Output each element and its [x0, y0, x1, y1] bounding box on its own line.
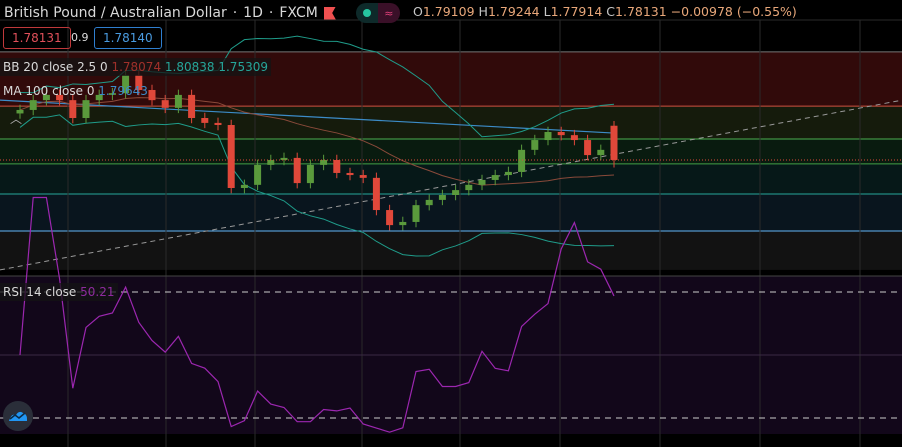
spread: 0.9 [71, 31, 89, 44]
candle-down [293, 157, 301, 184]
candle-down [346, 172, 354, 176]
fib-zone [0, 231, 902, 270]
bb-legend[interactable]: BB 20 close 2.5 0 1.78074 1.80838 1.7530… [0, 58, 271, 76]
candle-up [254, 164, 262, 185]
candle-down [386, 210, 394, 226]
candle-down [610, 125, 618, 160]
candle-up [518, 149, 526, 172]
fib-zone [0, 163, 902, 194]
bb-upper: 1.80838 [164, 60, 215, 74]
candle-up [280, 157, 288, 160]
collapse-chevron-icon[interactable]: ︿ [10, 112, 23, 126]
bb-label: BB 20 close 2.5 0 [3, 60, 108, 74]
candle-up [174, 94, 182, 108]
buy-button[interactable]: 1.78140 [94, 27, 162, 49]
wave-icon: ≈ [377, 3, 400, 23]
candle-up [42, 94, 50, 101]
candle-up [478, 179, 486, 185]
candle-up [95, 94, 103, 101]
ma-legend[interactable]: MA 100 close 0 1.79643 [0, 82, 151, 100]
candle-up [267, 160, 275, 165]
fib-zone [0, 193, 902, 232]
candle-up [504, 171, 512, 176]
candle-up [412, 205, 420, 222]
candle-down [135, 74, 143, 90]
rsi-line [19, 196, 615, 433]
change-value: −0.00978 (−0.55%) [670, 4, 797, 19]
tradingview-logo-icon[interactable] [3, 401, 33, 431]
symbol-name[interactable]: British Pound / Australian Dollar [4, 5, 227, 21]
low-value: 1.77914 [550, 4, 603, 19]
separator: · [268, 5, 274, 21]
candle-down [359, 175, 367, 178]
candle-down [161, 100, 169, 108]
candle-down [69, 100, 77, 118]
candle-up [122, 74, 130, 94]
high-label: H [478, 4, 488, 19]
candle-up [531, 140, 539, 150]
candle-down [227, 124, 235, 189]
candle-up [82, 100, 90, 118]
candle-up [425, 199, 433, 206]
candle-down [214, 122, 222, 125]
candle-up [399, 221, 407, 226]
sell-button[interactable]: 1.78131 [3, 27, 71, 49]
candle-down [570, 135, 578, 141]
high-value: 1.79244 [487, 4, 540, 19]
candle-up [16, 109, 24, 114]
candle-down [201, 117, 209, 123]
candle-up [29, 100, 37, 110]
candle-down [333, 160, 341, 173]
candle-down [372, 177, 380, 211]
market-open-dot-icon [355, 3, 378, 23]
candle-down [56, 94, 64, 101]
bb-basis: 1.78074 [111, 60, 162, 74]
candle-down [584, 140, 592, 156]
candle-up [108, 93, 116, 95]
open-label: O [413, 4, 423, 19]
bb-upper-line [19, 35, 615, 138]
low-label: L [543, 4, 551, 19]
ohlc-readout: O1.79109 H1.79244 L1.77914 C1.78131 −0.0… [413, 4, 797, 19]
bb-lower-line [19, 114, 615, 257]
candle-up [438, 195, 446, 200]
candle-up [544, 131, 552, 141]
candle-up [320, 160, 328, 165]
separator: · [232, 5, 238, 21]
market-status[interactable]: ≈ [355, 3, 400, 23]
ma100-line [0, 99, 615, 134]
close-value: 1.78131 [615, 4, 667, 19]
rsi-value: 50.21 [80, 285, 115, 299]
fib-zone [0, 106, 902, 139]
candle-down [557, 131, 565, 136]
bb-lower: 1.75309 [218, 60, 268, 74]
symbol-header[interactable]: British Pound / Australian Dollar · 1D ·… [4, 3, 400, 23]
candle-up [597, 149, 605, 156]
ma-value: 1.79643 [98, 84, 148, 98]
flag-icon[interactable] [323, 6, 336, 20]
close-label: C [606, 4, 616, 19]
open-value: 1.79109 [422, 4, 475, 19]
candle-down [148, 89, 156, 101]
rsi-label: RSI 14 close [3, 285, 77, 299]
bb-basis-line [19, 97, 615, 186]
candle-up [452, 190, 460, 196]
interval[interactable]: 1D [243, 5, 263, 21]
candle-up [491, 175, 499, 180]
rsi-legend[interactable]: RSI 14 close 50.21 [0, 283, 118, 301]
candle-up [465, 184, 473, 191]
candle-down [188, 94, 196, 118]
exchange: FXCM [279, 5, 318, 21]
ma-label: MA 100 close 0 [3, 84, 95, 98]
candle-up [240, 184, 248, 189]
candle-up [306, 164, 314, 184]
